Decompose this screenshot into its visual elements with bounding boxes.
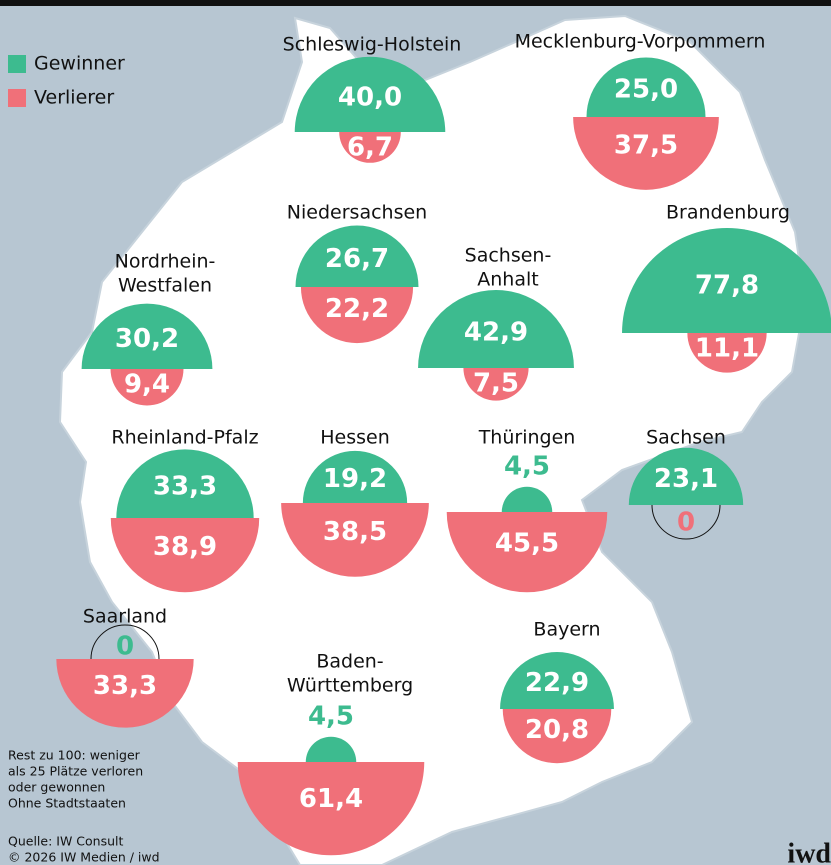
state-label: Thüringen (478, 427, 576, 449)
value-label: 23,1 (654, 464, 718, 494)
semicircle (281, 503, 429, 577)
value-label: 38,5 (323, 517, 387, 547)
zero-outline (90, 624, 160, 660)
value-label: 9,4 (124, 370, 170, 400)
state-label: Nordrhein- (115, 251, 216, 273)
zero-outline (651, 504, 721, 540)
legend: Gewinner Verlierer (8, 53, 125, 109)
semicircle (502, 709, 612, 764)
value-label: 6,7 (347, 133, 393, 163)
marks: Schleswig-Holstein 40,0 6,7 Mecklenburg-Vor… (56, 31, 831, 856)
value-label: 45,5 (495, 529, 559, 559)
semicircle (302, 450, 408, 503)
value-label: 4,5 (504, 451, 550, 481)
semicircle (110, 518, 260, 593)
note: oder gewonnen (8, 780, 105, 795)
value-label: 38,9 (153, 532, 217, 562)
semicircle (463, 368, 529, 401)
source: Quelle: IW Consult (8, 834, 123, 849)
state-label: Württemberg (287, 675, 413, 697)
value-label: 30,2 (115, 324, 179, 354)
semicircle (446, 512, 608, 593)
value-label: 7,5 (473, 369, 519, 399)
state-label: Hessen (320, 427, 390, 449)
semicircle (573, 117, 719, 190)
state-label: Mecklenburg-Vorpommern (515, 31, 766, 53)
semicircle (110, 369, 184, 406)
value-label: 22,2 (325, 294, 389, 324)
value-label: 19,2 (323, 464, 387, 494)
state-label: Brandenburg (666, 202, 790, 224)
note: Rest zu 100: weniger (8, 748, 141, 763)
value-label: 37,5 (614, 131, 678, 161)
semicircle (622, 228, 831, 333)
semicircle (295, 225, 419, 287)
value-label: 11,1 (695, 334, 759, 364)
value-label: 25,0 (614, 75, 678, 105)
semicircle (339, 132, 401, 163)
legend-label: Verlierer (34, 87, 114, 109)
semicircle (628, 447, 744, 505)
semicircle (418, 290, 574, 368)
state-label: Schleswig-Holstein (283, 34, 462, 56)
note: als 25 Plätze verloren (8, 764, 143, 779)
value-label: 33,3 (153, 472, 217, 502)
value-label: 42,9 (464, 317, 528, 347)
state-label: Rheinland-Pfalz (111, 427, 258, 449)
value-label: 33,3 (93, 671, 157, 701)
semicircle (687, 333, 767, 373)
state-label: Baden- (316, 651, 383, 673)
state-label: Bayern (533, 619, 600, 641)
value-label: 61,4 (299, 784, 363, 814)
germany-outline (58, 14, 807, 865)
note: Ohne Stadtstaaten (8, 796, 126, 811)
semicircle (237, 762, 425, 856)
semicircle (586, 57, 706, 117)
value-label: 40,0 (338, 83, 402, 113)
value-label: 22,9 (525, 668, 589, 698)
value-label: 0 (116, 632, 134, 662)
semicircle (56, 659, 194, 728)
value-label: 4,5 (308, 701, 354, 731)
semicircle (501, 486, 553, 512)
semicircle (300, 287, 414, 344)
legend-swatch (8, 55, 26, 73)
legend-label: Gewinner (34, 53, 125, 75)
value-label: 20,8 (525, 715, 589, 745)
logo: iwd (787, 838, 831, 865)
state-label: Westfalen (118, 275, 212, 297)
value-label: 77,8 (695, 270, 759, 300)
source: © 2026 IW Medien / iwd (8, 850, 160, 865)
semicircle (116, 449, 254, 518)
semicircle (294, 56, 446, 132)
state-label: Sachsen- (465, 245, 552, 267)
state-label: Saarland (83, 606, 167, 628)
value-label: 0 (677, 508, 695, 538)
value-label: 26,7 (325, 244, 389, 274)
state-label: Niedersachsen (287, 202, 427, 224)
semicircle (500, 652, 614, 709)
semicircle (305, 736, 357, 762)
semicircle (81, 303, 213, 369)
top-bar (0, 0, 831, 6)
legend-swatch (8, 89, 26, 107)
state-label: Anhalt (477, 269, 538, 291)
state-label: Sachsen (646, 427, 726, 449)
